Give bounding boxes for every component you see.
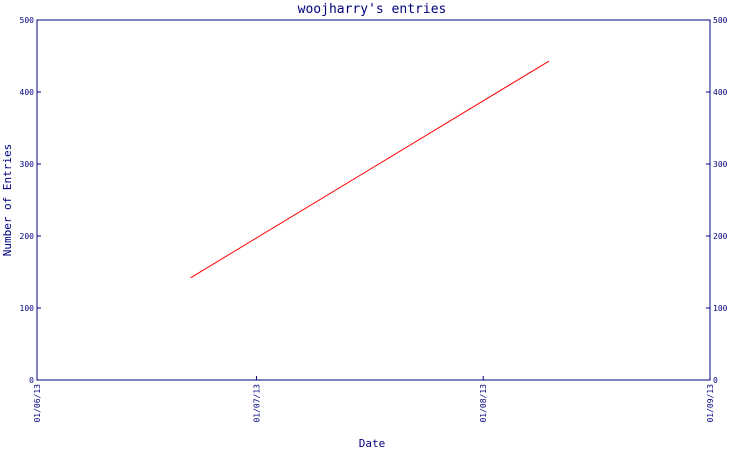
y-tick-label-left: 100: [20, 304, 35, 313]
y-tick-label-left: 300: [20, 160, 35, 169]
y-tick-label-left: 200: [20, 232, 35, 241]
y-axis-right-tick-labels: 0 100 200 300 400 500: [713, 16, 728, 385]
y-axis-label: Number of Entries: [1, 144, 14, 257]
x-tick-label: 01/09/13: [706, 384, 715, 423]
series-line-0: [190, 60, 550, 279]
y-tick-label-right: 500: [713, 16, 728, 25]
y-tick-label-right: 400: [713, 88, 728, 97]
y-axis-left-ticks: [37, 19, 41, 381]
y-tick-label-left: 0: [29, 376, 34, 385]
plot-frame: [36, 19, 711, 381]
y-tick-label-right: 200: [713, 232, 728, 241]
x-axis-ticks: [36, 376, 711, 380]
y-axis-right-ticks: [706, 19, 710, 381]
y-tick-label-left: 500: [20, 16, 35, 25]
x-tick-label: 01/06/13: [33, 384, 42, 423]
x-tick-label: 01/08/13: [479, 384, 488, 423]
y-tick-label-right: 100: [713, 304, 728, 313]
y-tick-label-right: 300: [713, 160, 728, 169]
x-axis-label: Date: [359, 437, 386, 450]
x-axis-tick-labels: 01/06/13 01/07/13 01/08/13 01/09/13: [33, 384, 715, 423]
x-tick-label: 01/07/13: [252, 384, 261, 423]
y-tick-label-left: 400: [20, 88, 35, 97]
series-layer: [190, 60, 550, 279]
y-axis-left-tick-labels: 0 100 200 300 400 500: [20, 16, 35, 385]
y-tick-label-right: 0: [713, 376, 718, 385]
chart-title: woojharry's entries: [298, 2, 447, 17]
